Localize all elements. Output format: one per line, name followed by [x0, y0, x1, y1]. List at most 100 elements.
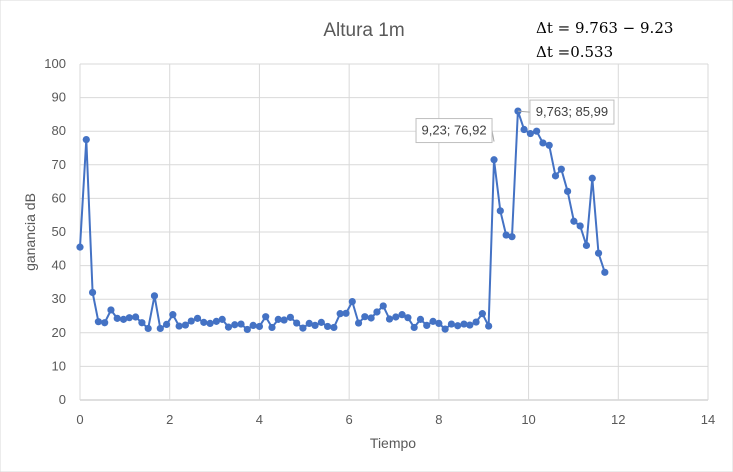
data-point — [354, 319, 363, 327]
data-point — [385, 315, 394, 323]
x-tick-label: 10 — [521, 412, 535, 427]
data-point — [367, 314, 375, 322]
y-tick-label: 0 — [59, 392, 66, 407]
data-point — [224, 323, 233, 331]
data-point — [94, 318, 102, 326]
data-point — [490, 156, 498, 164]
x-tick-label: 6 — [346, 412, 353, 427]
data-callout: 9,23; 76,92 — [415, 118, 495, 144]
data-point — [478, 310, 486, 318]
data-point — [274, 315, 282, 323]
callout-box — [529, 99, 615, 125]
x-tick-label: 0 — [76, 412, 83, 427]
callout-box — [415, 118, 493, 144]
data-point — [533, 127, 541, 135]
data-point — [193, 314, 202, 322]
data-point — [557, 165, 565, 173]
callout-leader — [517, 110, 530, 113]
data-point — [107, 306, 115, 314]
data-point — [317, 318, 325, 326]
callout-label: 9,763; 85,99 — [536, 104, 608, 119]
data-point — [113, 314, 121, 322]
data-point — [144, 324, 152, 333]
x-tick-label: 12 — [611, 412, 625, 427]
data-point — [162, 320, 171, 328]
chart-title: Altura 1m — [323, 20, 404, 41]
data-point — [249, 321, 257, 330]
data-point — [342, 309, 350, 317]
data-point — [181, 321, 190, 329]
data-point — [485, 322, 493, 330]
data-point — [336, 310, 344, 318]
data-point — [324, 322, 332, 331]
annotation-delta-formula: Δt = 9.763 − 9.23 — [536, 19, 673, 37]
data-point — [119, 315, 128, 323]
data-point — [187, 317, 195, 325]
data-point — [348, 297, 356, 306]
x-tick-label: 4 — [256, 412, 263, 427]
data-point — [520, 125, 528, 134]
data-point — [447, 320, 456, 328]
y-tick-label: 100 — [44, 56, 66, 71]
data-point — [212, 317, 220, 325]
gridlines — [79, 63, 709, 401]
data-point — [466, 321, 474, 329]
data-point — [76, 243, 84, 251]
data-point — [311, 321, 319, 330]
y-tick-label: 30 — [52, 291, 66, 306]
data-point — [594, 249, 603, 257]
y-tick-label: 10 — [52, 358, 66, 373]
data-point — [576, 222, 584, 230]
data-point — [526, 129, 534, 138]
data-point — [169, 311, 177, 319]
data-point — [545, 141, 553, 149]
data-point — [404, 314, 412, 322]
y-tick-label: 20 — [52, 325, 66, 340]
data-point — [286, 313, 294, 321]
data-point — [101, 319, 109, 327]
data-point — [435, 319, 443, 327]
data-series — [76, 107, 609, 334]
data-point — [454, 322, 462, 330]
x-tick-label: 2 — [166, 412, 173, 427]
data-point — [429, 317, 437, 325]
data-point — [563, 187, 572, 195]
data-point — [88, 288, 97, 297]
data-point — [243, 325, 251, 334]
annotation-delta-result: Δt =0.533 — [536, 43, 613, 61]
x-axis-title: Tiempo — [370, 435, 416, 451]
data-point — [423, 321, 431, 330]
tick-labels: 0 10 20 30 40 50 60 70 80 90 100 0 2 4 6 8 10 12 14 — [44, 56, 715, 427]
data-point — [441, 325, 449, 333]
y-tick-label: 40 — [52, 258, 66, 273]
data-point — [156, 324, 164, 333]
data-point — [416, 315, 425, 323]
data-point — [472, 318, 480, 326]
data-point — [330, 323, 338, 332]
data-point — [392, 313, 400, 321]
data-callout: 9,763; 85,99 — [517, 99, 615, 125]
data-point — [582, 241, 591, 250]
data-point — [125, 314, 133, 322]
data-point — [601, 268, 609, 276]
data-point — [379, 302, 387, 310]
data-point — [138, 319, 146, 327]
data-point — [175, 322, 183, 330]
data-point — [268, 323, 276, 332]
data-point — [237, 320, 245, 328]
data-point — [293, 319, 301, 327]
data-point — [373, 308, 381, 316]
data-point — [150, 292, 159, 300]
data-point — [410, 323, 418, 332]
data-point — [496, 207, 504, 215]
callout-label: 9,23; 76,92 — [422, 123, 487, 138]
data-point — [206, 319, 214, 327]
data-point — [218, 315, 226, 323]
data-point — [132, 313, 140, 321]
y-axis-title: ganancia dB — [22, 193, 38, 271]
data-point — [398, 311, 406, 319]
data-point — [262, 313, 270, 321]
